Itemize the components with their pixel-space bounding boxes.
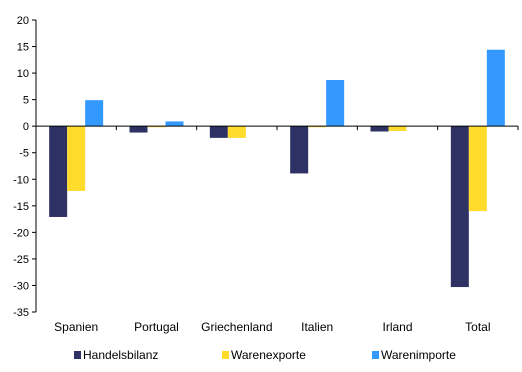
y-tick-label: 0 xyxy=(23,121,29,133)
y-tick-label: 20 xyxy=(17,15,29,27)
y-tick-label: -20 xyxy=(13,227,29,239)
bar-handelsbilanz-griechenland xyxy=(209,126,228,138)
bar-handelsbilanz-total xyxy=(450,126,469,288)
y-tick-label: -25 xyxy=(13,254,29,266)
x-category-label: Spanien xyxy=(54,320,98,334)
legend-label-warenimporte: Warenimporte xyxy=(381,348,456,362)
legend: Handelsbilanz Warenexporte Warenimporte xyxy=(74,348,456,362)
y-tick-label: -10 xyxy=(13,174,29,186)
y-tick-label: -5 xyxy=(19,148,29,160)
y-tick-label: 5 xyxy=(23,95,29,107)
bar-warenimporte-total xyxy=(486,49,505,127)
x-category-label: Total xyxy=(465,320,490,334)
bar-handelsbilanz-portugal xyxy=(129,126,148,133)
x-category-label: Griechenland xyxy=(201,320,272,334)
bar-handelsbilanz-irland xyxy=(370,126,389,132)
legend-swatch-warenimporte xyxy=(372,351,379,359)
bar-warenexporte-spanien xyxy=(67,126,86,191)
x-category-label: Irland xyxy=(382,320,412,334)
x-category-label: Portugal xyxy=(134,320,179,334)
legend-swatch-handelsbilanz xyxy=(74,351,81,359)
y-tick-label: 15 xyxy=(17,42,29,54)
legend-label-handelsbilanz: Handelsbilanz xyxy=(83,348,158,362)
bar-handelsbilanz-italien xyxy=(290,126,309,174)
bar-warenimporte-spanien xyxy=(85,100,104,127)
bar-warenexporte-total xyxy=(468,126,487,212)
y-axis: 20 15 10 5 0 -5 -10 -15 -20 -25 -30 -35 xyxy=(13,15,37,319)
bar-warenimporte-italien xyxy=(326,79,345,127)
bar-warenexporte-portugal xyxy=(147,126,166,128)
legend-swatch-warenexporte xyxy=(222,351,229,359)
bar-warenimporte-portugal xyxy=(165,121,184,127)
legend-label-warenexporte: Warenexporte xyxy=(231,348,306,362)
y-tick-label: -30 xyxy=(13,280,29,292)
x-category-label: Italien xyxy=(301,320,333,334)
y-tick-label: -35 xyxy=(13,307,29,319)
x-axis: Spanien Portugal Griechenland Italien Irland… xyxy=(35,125,519,334)
plot-area xyxy=(49,49,505,288)
y-tick-label: 10 xyxy=(17,68,29,80)
bar-warenexporte-irland xyxy=(388,126,407,131)
bar-warenexporte-italien xyxy=(308,126,327,128)
bar-handelsbilanz-spanien xyxy=(49,126,68,217)
y-tick-label: -15 xyxy=(13,201,29,213)
bar-warenexporte-griechenland xyxy=(227,126,246,138)
